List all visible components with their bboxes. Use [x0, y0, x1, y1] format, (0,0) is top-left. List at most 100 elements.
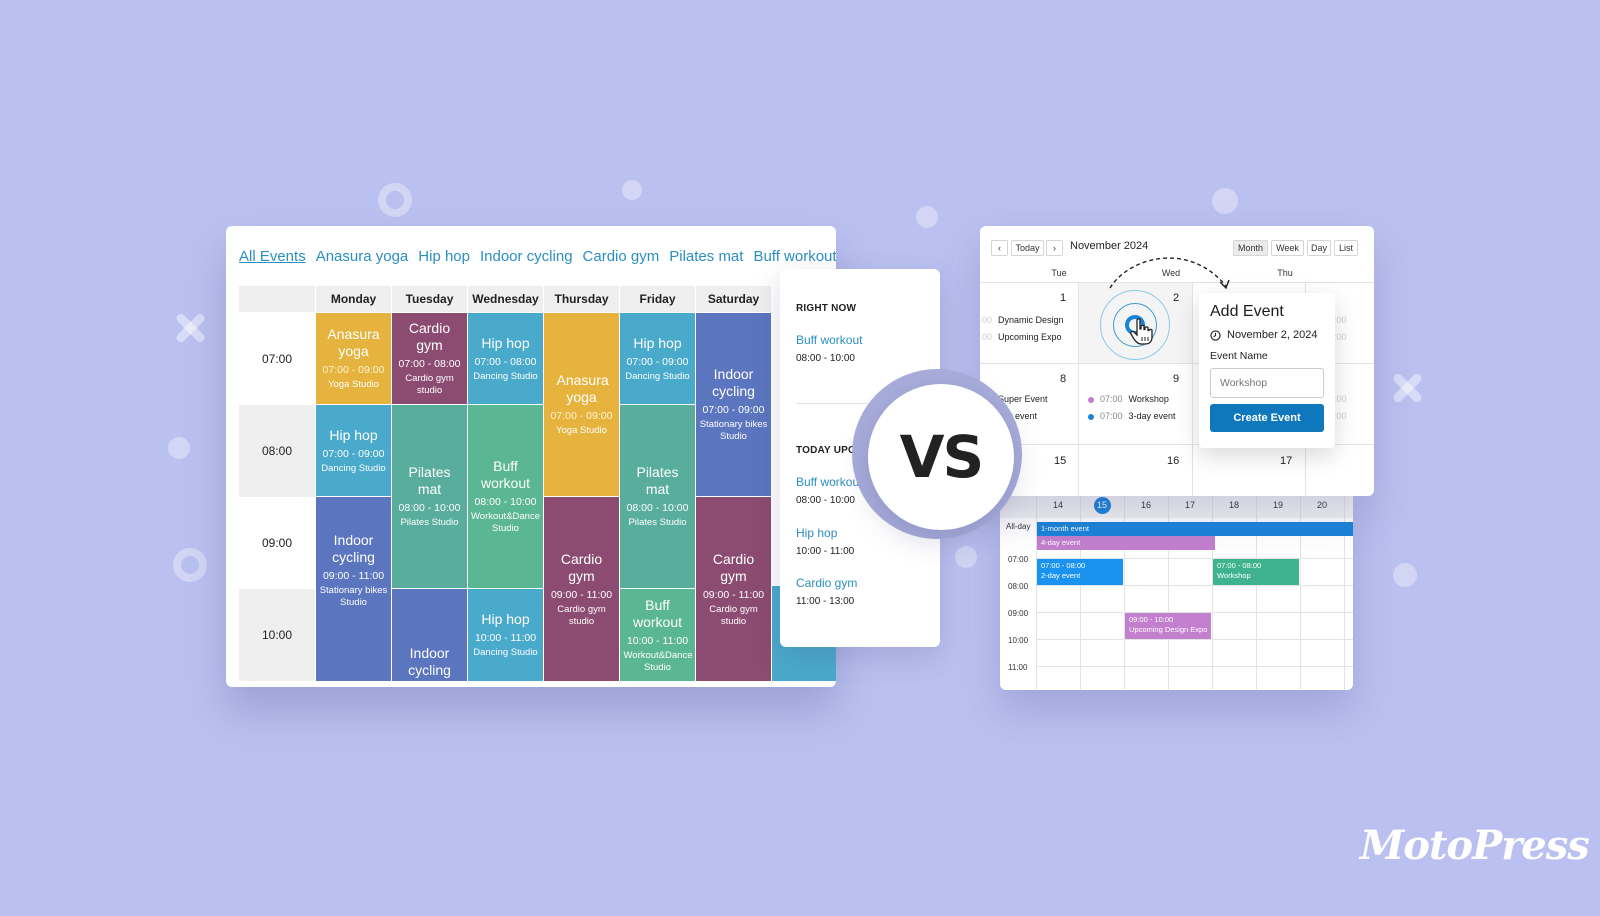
month-event[interactable]: 00 Upcoming Expo: [982, 332, 1062, 342]
date-17[interactable]: 17: [1280, 455, 1293, 467]
date-9[interactable]: 9: [1173, 373, 1180, 385]
upcoming-event-link[interactable]: Buff workou: [796, 475, 860, 489]
event-title: Hip hop: [481, 334, 530, 351]
prev-button[interactable]: ‹: [991, 240, 1008, 256]
event-hours: 07:00 - 09:00: [322, 364, 385, 376]
week-day-14[interactable]: 14: [1052, 500, 1063, 510]
event-title: Indoor cycling: [408, 645, 451, 678]
filter-indoor-cycling[interactable]: Indoor cycling: [479, 248, 573, 265]
filter-cardio-gym[interactable]: Cardio gym: [582, 248, 660, 265]
header-friday: Friday: [620, 286, 695, 312]
week-day-20[interactable]: 20: [1316, 500, 1327, 510]
month-event[interactable]: 07:00 Workshop: [1088, 394, 1169, 404]
event-block[interactable]: Hip hop 07:00 - 09:00 Dancing Studio: [316, 405, 391, 496]
grid-line: [1078, 282, 1079, 496]
upcoming-event-link[interactable]: Hip hop: [796, 526, 838, 540]
event-block[interactable]: Cardio gym 07:00 - 08:00 Cardio gym stud…: [392, 313, 467, 404]
week-event[interactable]: 09:00 - 10:00 Upcoming Design Expo: [1125, 613, 1211, 639]
date-1[interactable]: 1: [1060, 292, 1067, 304]
filter-all-events[interactable]: All Events: [239, 248, 306, 265]
event-block[interactable]: Anasura yoga 07:00 - 09:00 Yoga Studio: [544, 313, 619, 496]
event-block[interactable]: Indoor cycling 09:00 - 11:00 Stationary …: [316, 497, 391, 681]
allday-event[interactable]: 4-day event: [1037, 536, 1215, 550]
filter-pilates-mat[interactable]: Pilates mat: [669, 248, 744, 265]
vs-badge: VS: [868, 384, 1014, 530]
view-list-button[interactable]: List: [1334, 240, 1358, 256]
grid-line: [1212, 496, 1213, 690]
view-month-button[interactable]: Month: [1233, 240, 1268, 256]
view-week-button[interactable]: Week: [1271, 240, 1304, 256]
time-label: 10:00: [239, 589, 315, 681]
decorative-dot: [1212, 188, 1238, 214]
time-label: 08:00: [239, 405, 315, 497]
week-event[interactable]: 07:00 - 08:00 2-day event: [1037, 559, 1123, 585]
week-day-18[interactable]: 18: [1228, 500, 1239, 510]
month-calendar-card: ‹ Today › November 2024 Month Week Day L…: [980, 226, 1374, 496]
week-event[interactable]: 07:00 - 08:00 Workshop: [1213, 559, 1299, 585]
event-block[interactable]: Cardio gym 09:00 - 11:00 Cardio gym stud…: [544, 497, 619, 681]
grid-line: [1036, 639, 1353, 640]
date-15[interactable]: 15: [1054, 455, 1067, 467]
event-name-input[interactable]: [1210, 368, 1324, 398]
decorative-ring: [378, 183, 412, 217]
hour-label: 10:00: [1008, 636, 1029, 645]
dashed-arrow-icon: [1109, 257, 1230, 290]
week-day-19[interactable]: 19: [1272, 500, 1283, 510]
event-block[interactable]: Hip hop 07:00 - 09:00 Dancing Studio: [620, 313, 695, 404]
event-block[interactable]: Indoor cycling 07:00 - 09:00 Stationary …: [696, 313, 771, 496]
click-ripple: [1100, 290, 1170, 360]
decorative-dot: [168, 437, 190, 459]
event-block[interactable]: Hip hop 10:00 - 11:00 Dancing Studio: [468, 589, 543, 681]
date-16[interactable]: 16: [1167, 455, 1180, 467]
week-day-15-today[interactable]: 15: [1080, 497, 1124, 514]
click-ripple: [1113, 303, 1157, 347]
weekday-thu: Thu: [1277, 268, 1293, 278]
weekday-wed: Wed: [1161, 268, 1181, 278]
decorative-dot: [1393, 563, 1417, 587]
event-location: Cardio gym studio: [709, 603, 758, 627]
event-time: 00: [982, 315, 993, 325]
decorative-x-icon: [1391, 372, 1423, 404]
upcoming-event-time: 10:00 - 11:00: [796, 546, 855, 557]
event-location: Pilates Studio: [628, 517, 687, 528]
hour-label: 09:00: [1008, 609, 1029, 618]
upcoming-event-link[interactable]: Cardio gym: [796, 576, 858, 590]
filter-buff-workout[interactable]: Buff workout: [753, 248, 836, 265]
date-8[interactable]: 8: [1060, 373, 1067, 385]
event-location: Dancing Studio: [321, 462, 386, 474]
event-block[interactable]: Indoor cycling: [392, 589, 467, 681]
allday-event[interactable]: 1-month event: [1037, 522, 1353, 536]
week-day-17[interactable]: 17: [1184, 500, 1195, 510]
brand-logo: MotoPress: [1360, 822, 1590, 869]
event-block[interactable]: Anasura yoga 07:00 - 09:00 Yoga Studio: [316, 313, 391, 404]
event-block[interactable]: Buff workout 08:00 - 10:00 Workout&Dance…: [468, 405, 543, 588]
event-block[interactable]: Pilates mat 08:00 - 10:00 Pilates Studio: [620, 405, 695, 588]
event-block[interactable]: Hip hop 07:00 - 08:00 Dancing Studio: [468, 313, 543, 404]
event-block[interactable]: Buff workout 10:00 - 11:00 Workout&Dance…: [620, 589, 695, 681]
event-title: Super Event: [998, 394, 1048, 404]
event-title: Upcoming Expo: [998, 332, 1062, 342]
event-block[interactable]: Cardio gym 09:00 - 11:00 Cardio gym stud…: [696, 497, 771, 681]
event-hours: 08:00 - 10:00: [474, 496, 537, 508]
date-2[interactable]: 2: [1173, 292, 1180, 304]
week-event-time: 07:00 - 08:00: [1041, 561, 1086, 570]
week-event-title: Workshop: [1217, 571, 1251, 580]
week-day-16[interactable]: 16: [1140, 500, 1151, 510]
event-dot-icon: [1088, 413, 1094, 420]
event-block[interactable]: Pilates mat 08:00 - 10:00 Pilates Studio: [392, 405, 467, 588]
month-event[interactable]: 00 Dynamic Design: [982, 315, 1064, 325]
filter-hip-hop[interactable]: Hip hop: [418, 248, 470, 265]
grid-line: [1036, 666, 1353, 667]
grid-line: [1256, 496, 1257, 690]
view-day-button[interactable]: Day: [1307, 240, 1331, 256]
decorative-x-icon: [174, 312, 206, 344]
header-tuesday: Tuesday: [392, 286, 467, 312]
filter-anasura-yoga[interactable]: Anasura yoga: [315, 248, 409, 265]
create-event-button[interactable]: Create Event: [1210, 404, 1324, 432]
decorative-ring: [173, 548, 207, 582]
right-now-event-link[interactable]: Buff workout: [796, 333, 863, 347]
month-event[interactable]: 07:00 3-day event: [1088, 411, 1176, 421]
grid-line: [1080, 496, 1081, 690]
today-button[interactable]: Today: [1011, 240, 1044, 256]
next-button[interactable]: ›: [1046, 240, 1063, 256]
